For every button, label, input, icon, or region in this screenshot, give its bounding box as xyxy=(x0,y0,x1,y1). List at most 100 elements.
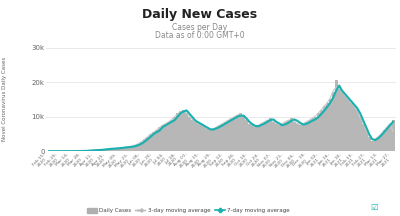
Bar xyxy=(284,122,287,151)
Bar xyxy=(272,122,275,151)
Bar xyxy=(164,124,167,151)
Bar xyxy=(362,124,364,151)
Bar xyxy=(388,124,392,151)
Bar xyxy=(194,122,197,151)
Bar xyxy=(167,122,170,151)
Bar xyxy=(236,115,239,151)
Bar xyxy=(269,118,272,151)
Bar xyxy=(308,120,311,151)
Text: Data as of 0:00 GMT+0: Data as of 0:00 GMT+0 xyxy=(155,31,245,40)
Bar xyxy=(356,110,359,151)
Bar xyxy=(233,117,236,151)
Bar xyxy=(230,118,233,151)
Bar xyxy=(359,117,362,151)
Bar xyxy=(197,124,200,151)
Bar xyxy=(254,127,257,151)
Bar xyxy=(215,127,218,151)
Bar xyxy=(278,125,281,151)
Bar xyxy=(221,124,224,151)
Bar xyxy=(245,120,248,151)
Bar xyxy=(329,99,332,151)
Text: Cases per Day: Cases per Day xyxy=(172,23,228,32)
Bar xyxy=(382,130,386,151)
Bar xyxy=(209,130,212,151)
Bar xyxy=(161,125,164,151)
Bar xyxy=(320,110,323,151)
Bar xyxy=(344,96,347,151)
Bar xyxy=(146,137,149,151)
Bar xyxy=(104,149,107,151)
Bar xyxy=(299,125,302,151)
Bar xyxy=(101,149,104,151)
Bar xyxy=(218,125,221,151)
Bar xyxy=(248,124,251,151)
Bar xyxy=(287,120,290,151)
Bar xyxy=(176,113,179,151)
Bar xyxy=(128,147,131,151)
Bar xyxy=(242,115,245,151)
Bar xyxy=(224,122,227,151)
Bar xyxy=(374,139,376,151)
Bar xyxy=(338,89,341,151)
Bar xyxy=(140,141,143,151)
Bar xyxy=(293,122,296,151)
Bar xyxy=(116,148,119,151)
Bar xyxy=(182,110,185,151)
Bar xyxy=(137,144,140,151)
Bar xyxy=(263,122,266,151)
Bar xyxy=(380,134,382,151)
Bar xyxy=(260,124,263,151)
Bar xyxy=(89,150,92,151)
Legend: Daily Cases, 3-day moving average, 7-day moving average: Daily Cases, 3-day moving average, 7-day… xyxy=(86,208,290,213)
Bar xyxy=(353,106,356,151)
Bar xyxy=(326,103,329,151)
Bar xyxy=(170,120,173,151)
Bar xyxy=(98,150,101,151)
Bar xyxy=(257,125,260,151)
Bar xyxy=(95,150,98,151)
Bar xyxy=(368,137,370,151)
Bar xyxy=(92,150,95,151)
Bar xyxy=(305,122,308,151)
Text: Novel Coronavirus Daily Cases: Novel Coronavirus Daily Cases xyxy=(2,57,7,141)
Bar xyxy=(251,125,254,151)
Bar xyxy=(227,120,230,151)
Bar xyxy=(392,120,394,151)
Bar xyxy=(239,113,242,151)
Bar xyxy=(179,111,182,151)
Bar xyxy=(347,99,350,151)
Bar xyxy=(110,149,113,151)
Bar xyxy=(206,129,209,151)
Bar xyxy=(317,113,320,151)
Bar xyxy=(191,120,194,151)
Bar xyxy=(275,124,278,151)
Bar xyxy=(131,146,134,151)
Bar xyxy=(296,124,299,151)
Bar xyxy=(134,145,137,151)
Bar xyxy=(323,106,326,151)
Bar xyxy=(143,139,146,151)
Bar xyxy=(155,130,158,151)
Bar xyxy=(314,117,317,151)
Bar xyxy=(173,117,176,151)
Bar xyxy=(185,113,188,151)
Text: Daily New Cases: Daily New Cases xyxy=(142,8,258,21)
Bar xyxy=(281,124,284,151)
Bar xyxy=(370,141,374,151)
Bar xyxy=(122,147,125,151)
Bar xyxy=(266,120,269,151)
Bar xyxy=(107,149,110,151)
Bar xyxy=(290,118,293,151)
Bar xyxy=(302,124,305,151)
Bar xyxy=(311,118,314,151)
Bar xyxy=(350,103,353,151)
Bar xyxy=(212,129,215,151)
Bar xyxy=(376,137,380,151)
Bar xyxy=(203,127,206,151)
Bar xyxy=(188,117,191,151)
Bar xyxy=(332,92,335,151)
Bar xyxy=(341,92,344,151)
Bar xyxy=(119,148,122,151)
Bar xyxy=(149,134,152,151)
Bar xyxy=(364,130,368,151)
